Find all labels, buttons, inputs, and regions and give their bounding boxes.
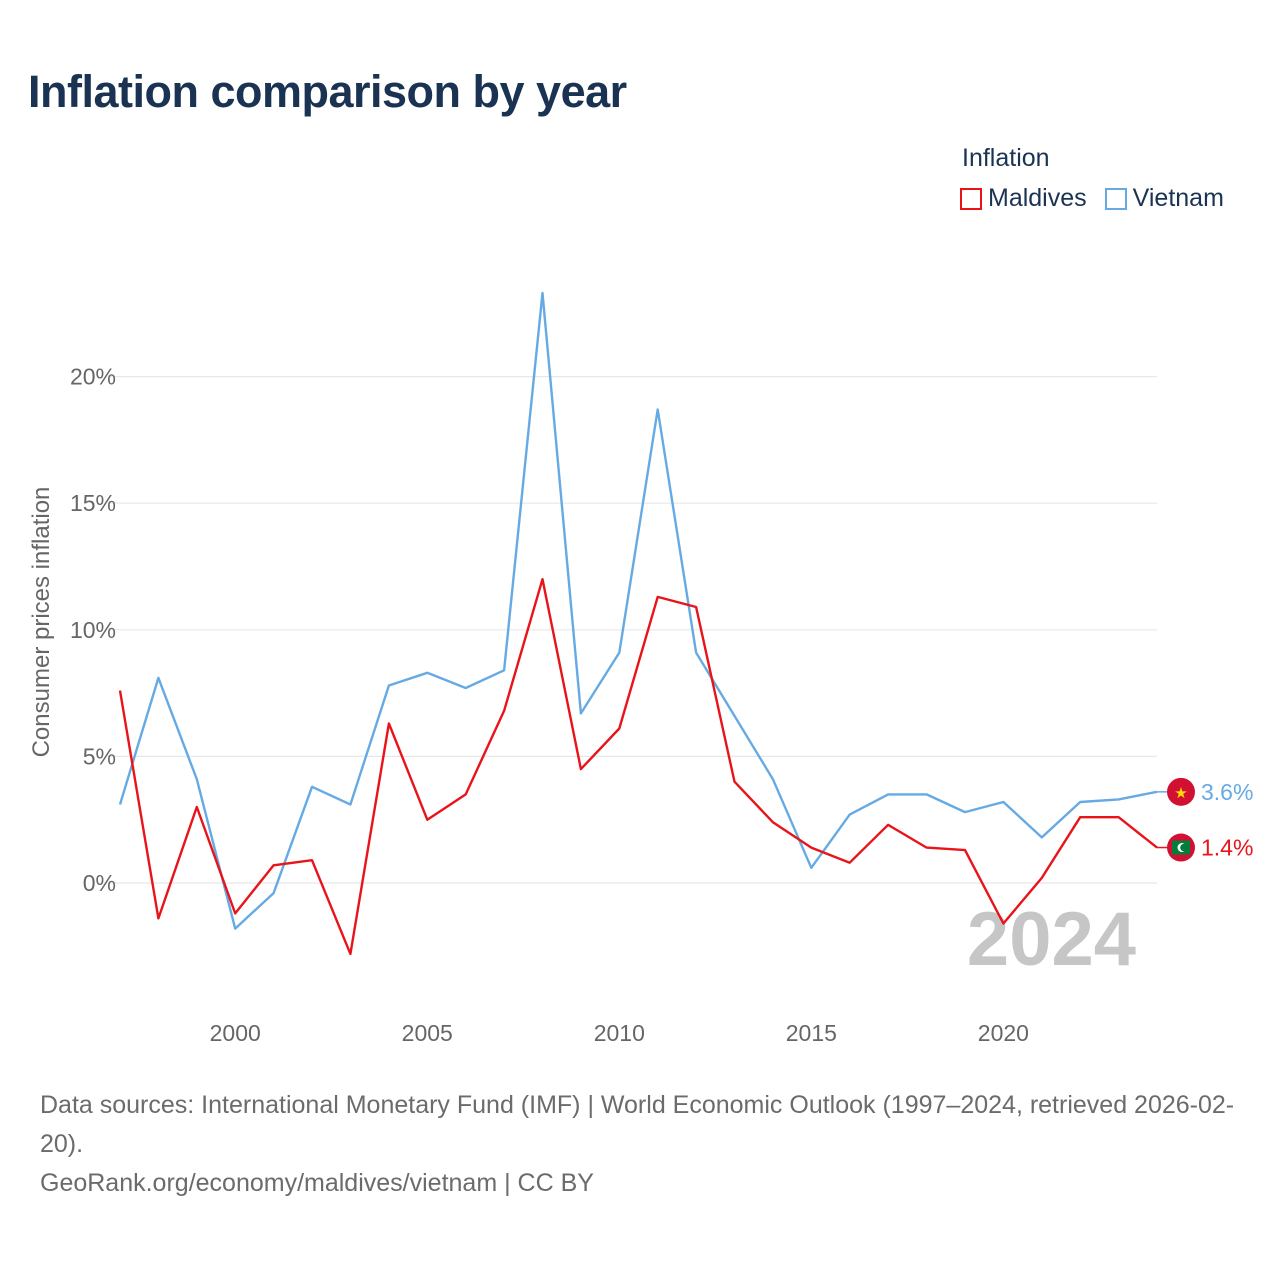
data-point-vietnam-2021	[1039, 834, 1045, 840]
x-tick-label-2010: 2010	[594, 1020, 645, 1046]
flag-crescent-inner	[1180, 843, 1188, 852]
legend-item-vietnam[interactable]: Vietnam	[1104, 184, 1224, 213]
footer-credit[interactable]: GeoRank.org/economy/maldives/vietnam | C…	[40, 1169, 594, 1197]
data-point-vietnam-2015	[808, 865, 814, 871]
data-point-vietnam-2019	[962, 809, 968, 815]
data-point-vietnam-2004	[386, 683, 392, 689]
chart-title: Inflation comparison by year	[28, 66, 627, 117]
legend-item-maldives[interactable]: Maldives	[960, 184, 1087, 213]
data-point-maldives-2001	[271, 862, 277, 868]
data-point-maldives-2018	[924, 845, 930, 851]
data-point-maldives-2002	[309, 857, 315, 863]
x-tick-label-2015: 2015	[786, 1020, 837, 1046]
data-point-vietnam-1999	[194, 776, 200, 782]
data-point-vietnam-1997	[117, 802, 123, 808]
data-point-maldives-2016	[847, 860, 853, 866]
data-point-maldives-2000	[232, 910, 238, 916]
data-point-maldives-2003	[347, 951, 353, 957]
data-point-vietnam-2017	[885, 791, 891, 797]
data-point-maldives-2006	[463, 791, 469, 797]
data-point-vietnam-2001	[271, 890, 277, 896]
flag-icon-maldives	[1167, 833, 1195, 862]
data-point-maldives-2017	[885, 822, 891, 828]
data-point-maldives-2023	[1116, 814, 1122, 820]
data-point-maldives-2010	[616, 726, 622, 732]
series-line-maldives	[118, 578, 1158, 956]
x-tick-labels: 2000 2005 2010 2015 2020	[210, 1020, 1029, 1046]
end-label-vietnam: 3.6%	[1201, 779, 1253, 805]
y-tick-label-0: 0%	[83, 870, 116, 896]
data-point-vietnam-2008	[539, 290, 545, 296]
footer-sources: Data sources: International Monetary Fun…	[40, 1091, 1235, 1158]
legend-title: Inflation	[962, 144, 1050, 172]
y-tick-label-5: 5%	[83, 743, 116, 769]
end-label-maldives: 1.4%	[1201, 835, 1253, 861]
x-tick-label-2005: 2005	[402, 1020, 453, 1046]
data-point-vietnam-2013	[732, 713, 738, 719]
data-point-maldives-2007	[501, 708, 507, 714]
year-watermark: 2024	[967, 897, 1136, 982]
end-markers: 1.4% ★ 3.6%	[1157, 777, 1253, 862]
legend: Maldives Vietnam	[960, 184, 1224, 213]
legend-swatch-vietnam	[1104, 187, 1127, 210]
series-line-vietnam	[118, 291, 1158, 930]
flag-circle-vietnam	[1167, 777, 1195, 806]
data-point-maldives-2004	[386, 720, 392, 726]
series-points	[117, 290, 1160, 957]
data-point-maldives-2014	[770, 819, 776, 825]
data-point-vietnam-2002	[309, 784, 315, 790]
data-point-vietnam-1998	[155, 675, 161, 681]
data-point-vietnam-2009	[578, 710, 584, 716]
flag-star: ★	[1174, 785, 1187, 802]
data-point-maldives-2020	[1000, 921, 1006, 927]
data-point-maldives-2015	[808, 845, 814, 851]
data-point-maldives-1998	[155, 915, 161, 921]
data-point-maldives-2013	[732, 779, 738, 785]
series-lines	[118, 291, 1158, 956]
data-point-vietnam-2006	[463, 685, 469, 691]
data-point-vietnam-2000	[232, 926, 238, 932]
data-point-maldives-2011	[655, 594, 661, 600]
data-point-vietnam-2023	[1116, 796, 1122, 802]
legend-label-vietnam: Vietnam	[1132, 184, 1224, 212]
data-point-maldives-2022	[1077, 814, 1083, 820]
data-point-vietnam-2016	[847, 812, 853, 818]
data-point-vietnam-2010	[616, 650, 622, 656]
data-point-vietnam-2005	[424, 670, 430, 676]
data-point-maldives-2009	[578, 766, 584, 772]
data-point-maldives-2019	[962, 847, 968, 853]
data-point-vietnam-2018	[924, 791, 930, 797]
y-tick-label-15: 15%	[70, 490, 116, 516]
data-point-vietnam-2007	[501, 667, 507, 673]
data-point-maldives-2021	[1039, 875, 1045, 881]
grid-lines	[110, 376, 1157, 884]
data-point-maldives-2012	[693, 604, 699, 610]
data-point-vietnam-2003	[347, 802, 353, 808]
flag-icon-vietnam: ★	[1167, 777, 1195, 806]
footer: Data sources: International Monetary Fun…	[40, 1086, 1250, 1203]
y-tick-label-20: 20%	[70, 364, 116, 390]
data-point-vietnam-2012	[693, 650, 699, 656]
y-tick-labels: 0% 5% 10% 15% 20%	[70, 364, 116, 896]
data-point-maldives-1997	[117, 688, 123, 694]
data-point-maldives-2005	[424, 817, 430, 823]
legend-label-maldives: Maldives	[988, 184, 1087, 212]
data-point-maldives-2008	[539, 576, 545, 582]
data-point-vietnam-2022	[1077, 799, 1083, 805]
data-point-vietnam-2020	[1000, 799, 1006, 805]
y-tick-label-10: 10%	[70, 617, 116, 643]
x-tick-label-2000: 2000	[210, 1020, 261, 1046]
x-tick-label-2020: 2020	[978, 1020, 1029, 1046]
legend-swatch-maldives	[960, 187, 982, 210]
data-point-vietnam-2014	[770, 776, 776, 782]
data-point-maldives-1999	[194, 804, 200, 810]
data-point-vietnam-2011	[655, 407, 661, 413]
